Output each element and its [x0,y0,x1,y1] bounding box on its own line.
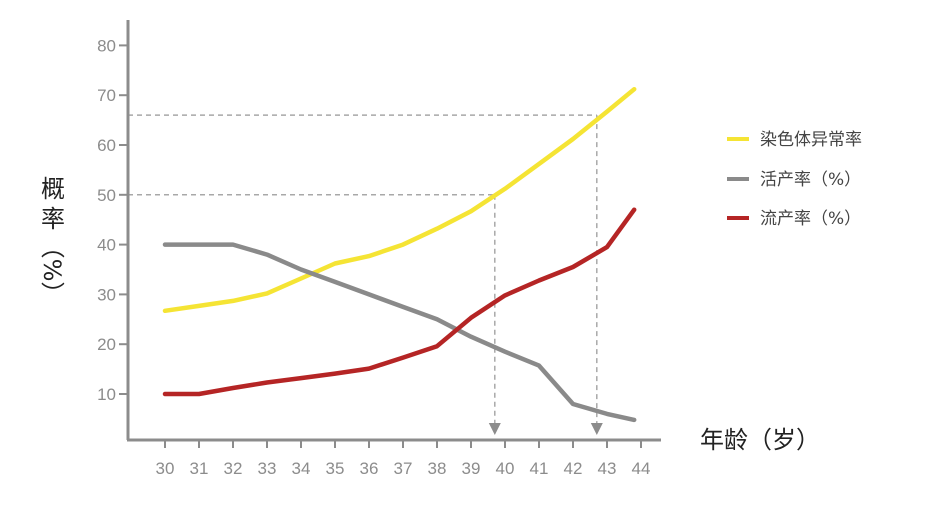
guide-lines [128,114,603,435]
y-axis-ticks: 10 20 30 40 50 60 70 80 [97,36,128,404]
y-tick-label: 50 [97,186,116,205]
legend: 染色体异常率 活产率（%） 流产率（%） [727,130,862,229]
y-tick-label: 10 [97,385,116,404]
y-axis-title-unit: （%） [38,235,66,306]
x-tick-label: 32 [224,459,243,478]
guide-arrow [488,423,501,435]
y-tick-label: 80 [97,36,116,55]
x-tick-label: 42 [564,459,583,478]
legend-label-3: 流产率（%） [760,209,861,229]
y-tick-label: 20 [97,335,116,354]
x-tick-label: 40 [496,459,515,478]
legend-label-1: 染色体异常率 [760,130,862,150]
x-tick-label: 43 [598,459,617,478]
x-tick-label: 37 [394,459,413,478]
x-tick-label: 38 [428,459,447,478]
y-tick-label: 60 [97,136,116,155]
y-axis-title-char-2: 率 [41,205,65,233]
x-tick-label: 39 [462,459,481,478]
x-tick-label: 33 [258,459,277,478]
series-lines [162,86,637,423]
x-tick-label: 36 [360,459,379,478]
x-axis-title: 年龄（岁） [700,426,820,454]
x-tick-label: 41 [530,459,549,478]
x-tick-label: 44 [632,459,651,478]
guide-arrow [590,423,603,435]
y-tick-label: 70 [97,86,116,105]
series-line-1 [162,86,637,314]
series-line-2 [162,242,637,423]
series-line-3 [162,207,637,397]
x-tick-label: 31 [190,459,209,478]
x-tick-label: 30 [156,459,175,478]
x-axis-ticks: 30 31 32 33 34 35 36 37 38 39 40 41 42 43 44 [156,440,651,478]
y-tick-label: 40 [97,236,116,255]
x-tick-label: 35 [326,459,345,478]
y-axis-title-char-1: 概 [41,175,65,203]
legend-label-2: 活产率（%） [760,170,861,190]
x-tick-label: 34 [292,459,311,478]
y-tick-label: 30 [97,285,116,304]
